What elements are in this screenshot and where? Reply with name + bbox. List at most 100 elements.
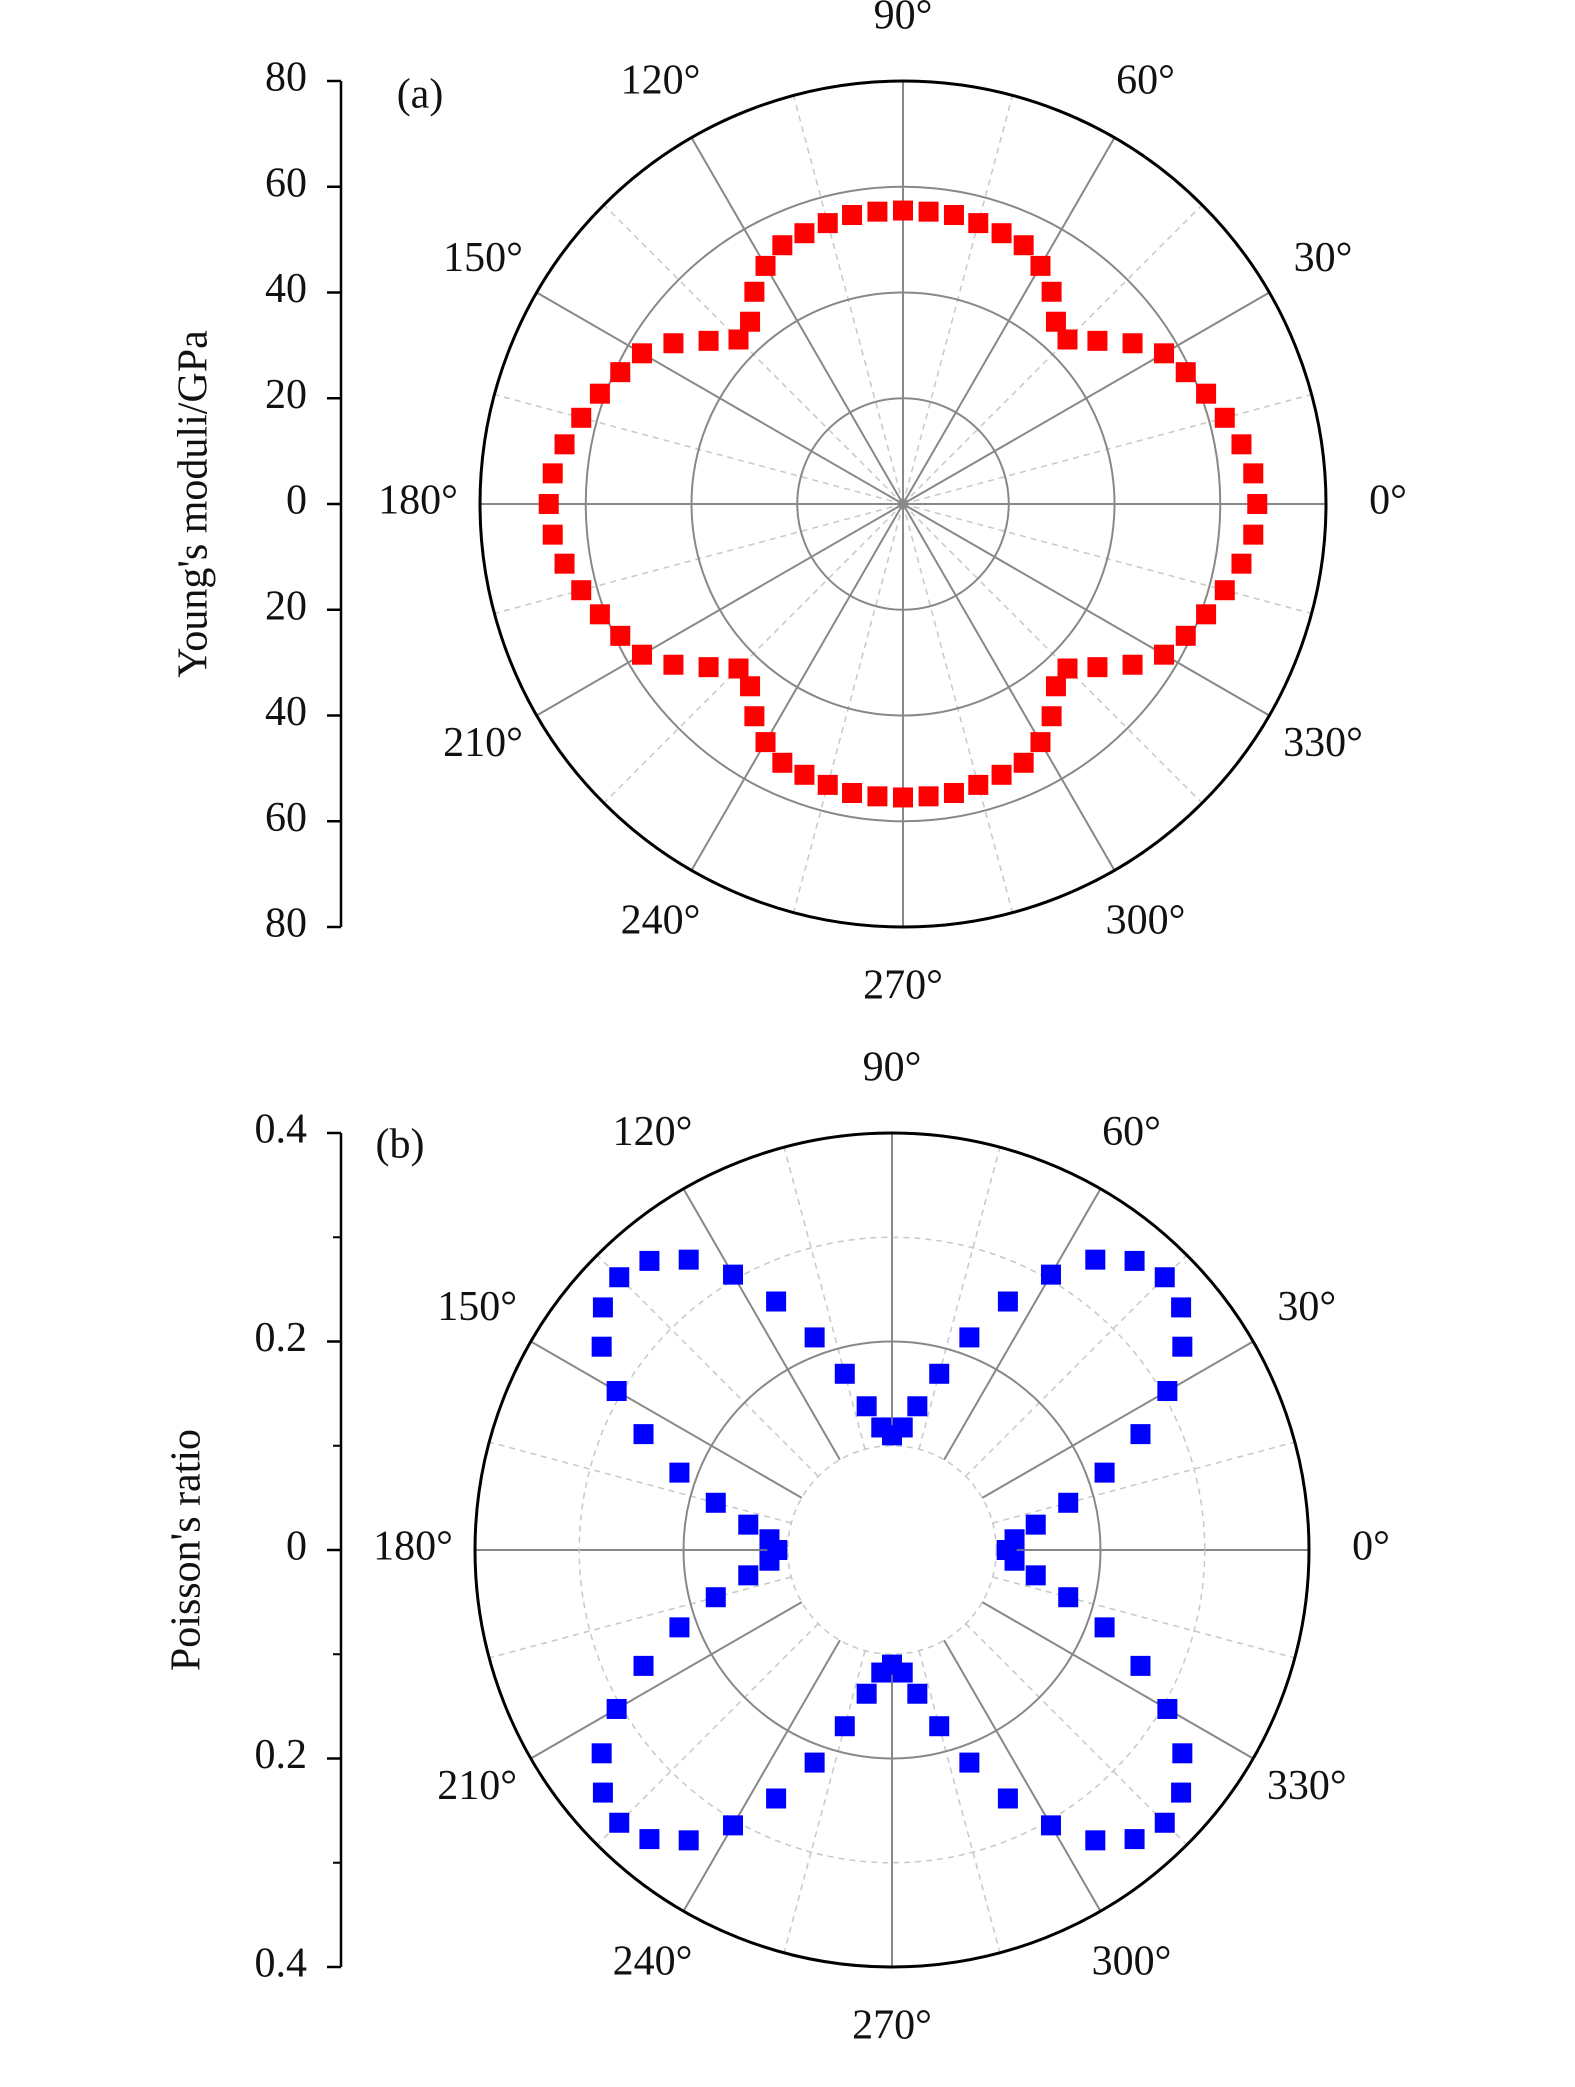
data-point — [538, 494, 559, 514]
data-point — [1247, 494, 1268, 514]
theta-tick-label: 90° — [874, 0, 933, 39]
data-point — [794, 223, 815, 244]
data-point — [554, 553, 575, 574]
grid-circle — [796, 397, 1010, 611]
data-point — [1040, 1815, 1061, 1836]
data-point — [834, 1363, 855, 1384]
data-point — [591, 1743, 612, 1764]
data-point — [856, 1683, 877, 1704]
data-point — [571, 580, 592, 601]
data-point — [834, 1716, 855, 1737]
data-point — [1122, 333, 1143, 354]
data-point — [997, 1788, 1018, 1809]
data-point — [1172, 1336, 1193, 1357]
data-point — [1243, 463, 1264, 484]
data-point — [772, 235, 793, 256]
theta-tick-label: 30° — [1277, 1284, 1336, 1330]
data-point — [609, 1267, 630, 1288]
minor-spoke — [992, 1576, 1295, 1659]
data-point — [871, 1417, 892, 1438]
data-point — [918, 786, 939, 807]
data-point — [1040, 1264, 1061, 1285]
data-point — [907, 1396, 928, 1417]
data-point — [663, 654, 684, 675]
grid-circle — [682, 1340, 1102, 1760]
data-point — [1057, 658, 1078, 679]
data-point — [1157, 1381, 1178, 1402]
data-point — [639, 1829, 660, 1850]
theta-tick-label: 150° — [443, 235, 523, 281]
data-point — [968, 774, 989, 795]
data-point — [997, 1291, 1018, 1312]
data-point — [817, 774, 838, 795]
data-point — [606, 1698, 627, 1719]
data-point — [542, 463, 563, 484]
data-point — [794, 764, 815, 785]
data-point — [1058, 1587, 1079, 1608]
theta-tick-label: 330° — [1267, 1763, 1347, 1809]
data-point — [610, 362, 631, 383]
data-point — [772, 752, 793, 773]
y-tick-label: 0.2 — [255, 1732, 308, 1778]
data-point — [663, 333, 684, 354]
outer-circle — [473, 1131, 1311, 1969]
data-point — [669, 1462, 690, 1483]
theta-tick-label: 180° — [378, 478, 458, 524]
data-point — [542, 524, 563, 545]
theta-tick-label: 120° — [613, 1109, 693, 1155]
data-point — [705, 1587, 726, 1608]
minor-spoke — [489, 1441, 792, 1524]
data-point — [1057, 329, 1078, 350]
data-point — [943, 205, 964, 226]
data-point — [633, 1424, 654, 1445]
minor-spoke — [596, 1623, 819, 1846]
data-point — [1154, 1812, 1175, 1833]
data-point — [1085, 1249, 1106, 1270]
data-point — [1041, 281, 1062, 302]
data-point — [918, 201, 939, 222]
data-point — [1214, 580, 1235, 601]
data-point — [631, 644, 652, 665]
data-point — [698, 657, 719, 678]
outer-circle — [478, 79, 1328, 929]
data-point — [842, 205, 863, 226]
data-point — [631, 343, 652, 364]
theta-tick-label: 210° — [437, 1763, 517, 1809]
theta-tick-label: 240° — [621, 898, 701, 944]
y-tick-label: 60 — [265, 795, 307, 841]
data-point — [678, 1249, 699, 1270]
y-tick-label: 40 — [265, 266, 307, 312]
minor-spoke — [918, 1650, 1001, 1953]
y-tick-label: 0 — [286, 1524, 307, 1570]
y-tick-label: 60 — [265, 160, 307, 206]
data-point — [1058, 1492, 1079, 1513]
data-point — [591, 1336, 612, 1357]
minor-spoke — [965, 1254, 1188, 1477]
data-point — [804, 1327, 825, 1348]
data-point — [991, 764, 1012, 785]
data-point — [907, 1683, 928, 1704]
theta-tick-label: 60° — [1102, 1109, 1161, 1155]
data-point — [759, 1550, 780, 1571]
data-point — [1175, 362, 1196, 383]
data-point — [968, 213, 989, 234]
theta-tick-label: 240° — [613, 1938, 693, 1984]
data-point — [1130, 1424, 1151, 1445]
theta-tick-label: 60° — [1116, 58, 1175, 104]
minor-spoke — [489, 1576, 792, 1659]
theta-tick-label: 270° — [852, 2003, 932, 2049]
data-point — [744, 706, 765, 727]
theta-tick-label: 210° — [443, 720, 523, 766]
grid-circle — [584, 185, 1222, 823]
data-point — [1171, 1782, 1192, 1803]
theta-tick-label: 270° — [863, 963, 943, 1009]
minor-spoke — [918, 1147, 1001, 1450]
data-point — [867, 201, 888, 222]
y-tick-label: 20 — [265, 372, 307, 418]
data-point — [1154, 644, 1175, 665]
data-point — [892, 1662, 913, 1683]
data-point — [669, 1617, 690, 1638]
data-point — [1094, 1462, 1115, 1483]
theta-tick-label: 300° — [1092, 1938, 1172, 1984]
data-point — [1122, 654, 1143, 675]
